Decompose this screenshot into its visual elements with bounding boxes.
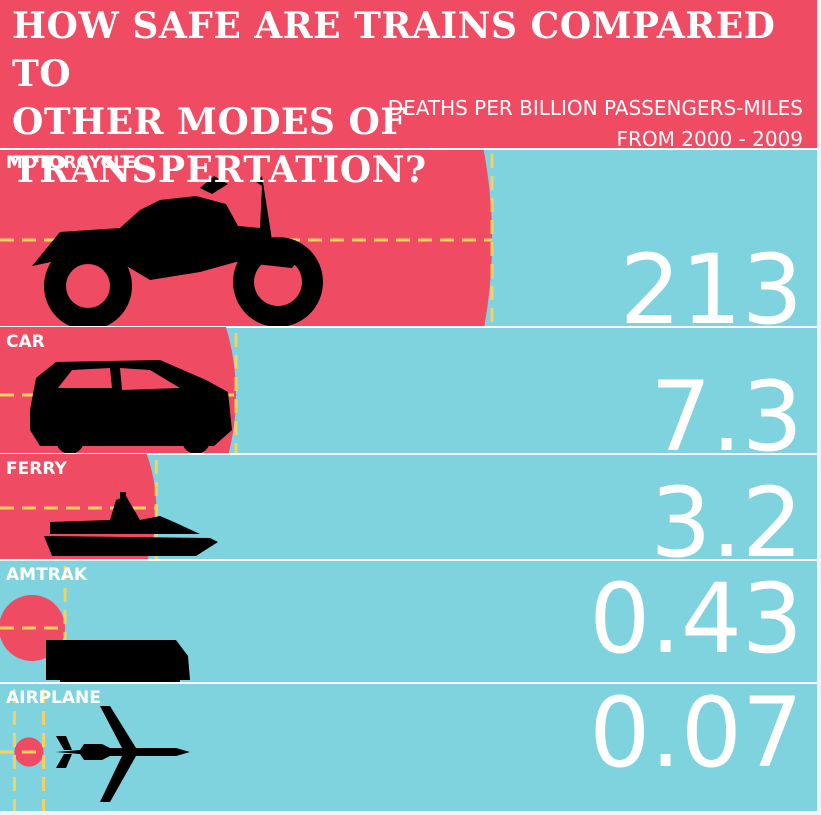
chart-title: HOW SAFE ARE TRAINS COMPARED TO OTHER MO… [12,2,817,194]
car-icon [30,360,232,454]
ferry-hull [44,536,218,556]
car-window-front [58,368,112,388]
row-amtrak: AMTRAK 0.43 [0,563,803,683]
category-label: MOTORCYCLE [6,153,136,173]
category-label: CAR [6,332,45,352]
motorcycle-rear-rim [254,258,302,306]
category-label: FERRY [6,459,67,479]
train-icon [46,640,190,682]
motorcycle-icon [32,176,323,327]
train-body [46,640,190,680]
ferry-mast [120,492,126,502]
bubble-group [0,689,46,811]
airplane-icon [56,706,190,802]
value-label: 7.3 [650,361,803,473]
value-label: 0.43 [589,563,803,675]
chart-subtitle: DEATHS PER BILLION PASSENGERS-MILES [387,96,803,120]
car-wheel-front [56,426,84,454]
motorcycle-front-rim [66,264,110,308]
ferry-icon [44,492,218,556]
airplane-wing-top [100,706,136,748]
title-line-1: HOW SAFE ARE TRAINS COMPARED TO [12,5,776,95]
value-label: 0.07 [589,677,803,789]
category-label: AMTRAK [6,565,88,585]
ferry-deck [50,496,200,534]
airplane-wing-bottom [100,756,136,802]
car-window-rear [120,368,180,390]
chart-period: FROM 2000 - 2009 [616,127,803,151]
category-label: AIRPLANE [6,688,101,708]
car-wheel-rear [182,426,210,454]
header: HOW SAFE ARE TRAINS COMPARED TO OTHER MO… [0,0,817,191]
title-line-2: OTHER MODES OF TRANSPERTATION? [12,101,427,191]
airplane-fuselage [56,744,190,760]
motorcycle-handlebar [200,176,228,194]
airplane-tail-bottom [56,754,72,768]
motorcycle-body [32,176,300,280]
row-airplane: AIRPLANE 0.07 [0,677,803,811]
value-label: 213 [620,234,803,346]
train-undercarriage [60,676,180,682]
airplane-tail-top [56,736,72,750]
row-car: CAR 7.3 [0,327,803,473]
